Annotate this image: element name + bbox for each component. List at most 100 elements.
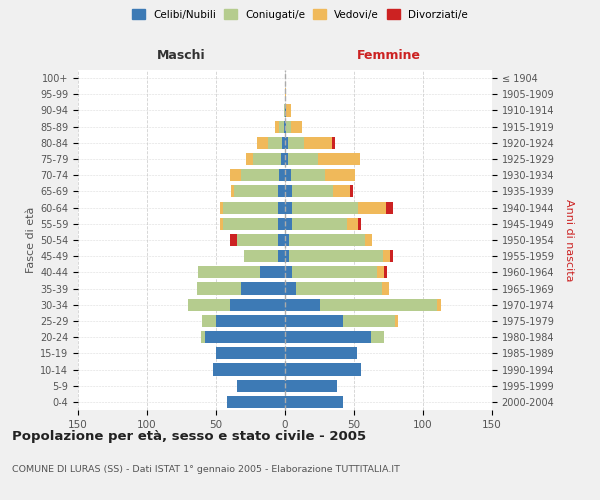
Bar xyxy=(285,218,292,230)
Bar xyxy=(386,202,392,213)
Bar xyxy=(247,153,253,165)
Bar xyxy=(234,186,278,198)
Bar xyxy=(284,120,285,132)
Bar xyxy=(213,364,285,376)
Bar xyxy=(285,202,292,213)
Bar xyxy=(382,282,389,294)
Bar xyxy=(325,169,355,181)
Bar xyxy=(390,250,392,262)
Bar xyxy=(188,298,230,311)
Bar xyxy=(237,234,278,246)
Y-axis label: Fasce di età: Fasce di età xyxy=(26,207,36,273)
Bar xyxy=(365,234,372,246)
Bar xyxy=(278,186,285,198)
Bar xyxy=(286,104,290,117)
Bar xyxy=(280,120,284,132)
Bar xyxy=(332,137,335,149)
Bar xyxy=(230,169,241,181)
Bar xyxy=(220,218,223,230)
Bar xyxy=(241,169,280,181)
Bar xyxy=(278,202,285,213)
Bar xyxy=(244,250,278,262)
Bar xyxy=(280,169,285,181)
Bar xyxy=(216,315,285,327)
Bar xyxy=(290,120,302,132)
Bar xyxy=(288,153,318,165)
Bar xyxy=(230,298,285,311)
Bar xyxy=(275,120,280,132)
Bar xyxy=(377,266,385,278)
Bar xyxy=(260,266,285,278)
Legend: Celibi/Nubili, Coniugati/e, Vedovi/e, Divorziati/e: Celibi/Nubili, Coniugati/e, Vedovi/e, Di… xyxy=(128,5,472,24)
Bar xyxy=(281,153,285,165)
Bar xyxy=(395,315,398,327)
Y-axis label: Anni di nascita: Anni di nascita xyxy=(564,198,574,281)
Bar xyxy=(253,153,281,165)
Text: Femmine: Femmine xyxy=(356,49,421,62)
Bar xyxy=(227,396,285,408)
Bar xyxy=(230,234,236,246)
Bar xyxy=(205,331,285,343)
Bar xyxy=(288,137,304,149)
Bar xyxy=(202,315,216,327)
Bar xyxy=(285,88,286,101)
Bar xyxy=(292,202,358,213)
Bar xyxy=(268,137,282,149)
Bar xyxy=(383,250,390,262)
Bar xyxy=(278,250,285,262)
Bar xyxy=(285,137,288,149)
Bar xyxy=(285,266,292,278)
Bar xyxy=(241,282,285,294)
Bar xyxy=(347,218,358,230)
Bar xyxy=(285,234,289,246)
Bar xyxy=(292,218,347,230)
Bar xyxy=(285,331,371,343)
Bar xyxy=(437,298,441,311)
Bar xyxy=(285,186,292,198)
Bar xyxy=(290,169,325,181)
Bar xyxy=(350,186,353,198)
Bar xyxy=(278,234,285,246)
Text: Popolazione per età, sesso e stato civile - 2005: Popolazione per età, sesso e stato civil… xyxy=(12,430,366,443)
Bar xyxy=(231,186,234,198)
Bar xyxy=(285,364,361,376)
Bar xyxy=(285,396,343,408)
Bar xyxy=(201,331,205,343)
Bar xyxy=(285,250,289,262)
Bar xyxy=(343,315,395,327)
Bar xyxy=(318,153,359,165)
Text: COMUNE DI LURAS (SS) - Dati ISTAT 1° gennaio 2005 - Elaborazione TUTTITALIA.IT: COMUNE DI LURAS (SS) - Dati ISTAT 1° gen… xyxy=(12,465,400,474)
Bar xyxy=(296,282,382,294)
Bar xyxy=(216,348,285,360)
Bar xyxy=(371,331,385,343)
Bar xyxy=(257,137,268,149)
Bar xyxy=(285,153,288,165)
Bar xyxy=(285,380,337,392)
Bar xyxy=(285,169,290,181)
Bar xyxy=(334,186,350,198)
Bar xyxy=(223,218,278,230)
Bar xyxy=(292,266,377,278)
Bar xyxy=(286,120,290,132)
Bar xyxy=(285,298,320,311)
Bar xyxy=(197,282,241,294)
Bar xyxy=(282,137,285,149)
Bar xyxy=(385,266,387,278)
Text: Maschi: Maschi xyxy=(157,49,206,62)
Bar xyxy=(358,202,386,213)
Bar xyxy=(285,104,286,117)
Bar xyxy=(236,380,285,392)
Bar xyxy=(285,282,296,294)
Bar xyxy=(198,266,260,278)
Bar xyxy=(304,137,332,149)
Bar xyxy=(223,202,278,213)
Bar xyxy=(285,348,357,360)
Bar xyxy=(284,104,285,117)
Bar xyxy=(285,315,343,327)
Bar xyxy=(278,218,285,230)
Bar xyxy=(285,120,286,132)
Bar xyxy=(220,202,223,213)
Bar xyxy=(289,234,365,246)
Bar xyxy=(292,186,334,198)
Bar xyxy=(358,218,361,230)
